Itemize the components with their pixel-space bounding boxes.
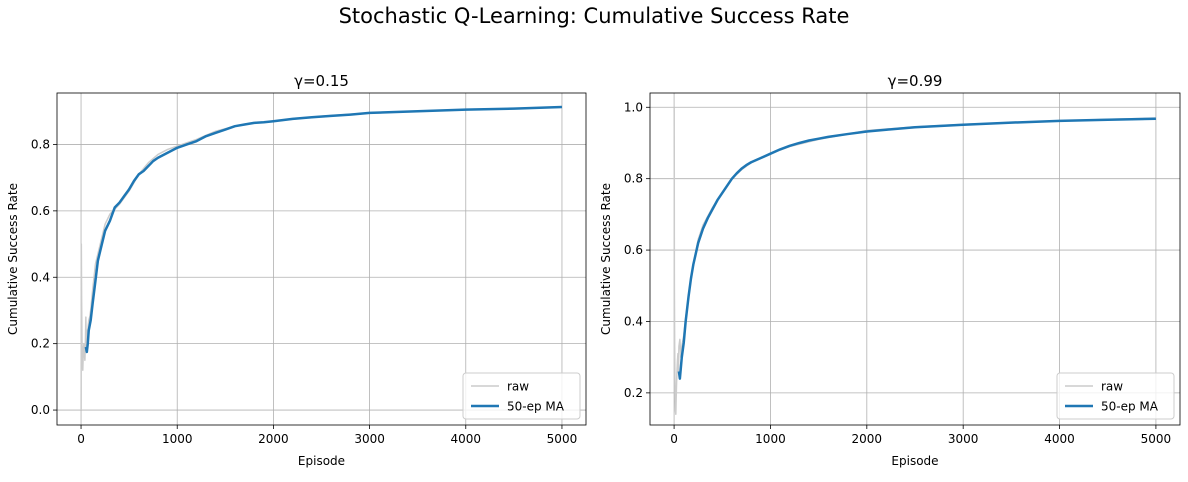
y-axis-label: Cumulative Success Rate (599, 183, 613, 335)
figure-title: Stochastic Q-Learning: Cumulative Succes… (338, 4, 850, 28)
plot-area (57, 93, 586, 425)
y-tick-label: 0.0 (31, 403, 50, 417)
x-tick-label: 4000 (1044, 432, 1075, 446)
x-tick-label: 4000 (450, 432, 481, 446)
y-tick-label: 0.8 (624, 172, 643, 186)
x-tick-label: 5000 (1141, 432, 1172, 446)
axes-frame (649, 92, 1181, 426)
y-tick-label: 0.2 (624, 386, 643, 400)
x-tick-label: 2000 (258, 432, 289, 446)
legend-box (1056, 372, 1175, 420)
plot-area (650, 93, 1180, 425)
legend: raw 50-ep MA (1056, 372, 1175, 420)
x-tick-label: 0 (670, 432, 678, 446)
y-tick-label: 1.0 (624, 100, 643, 114)
subplot-title: γ=0.99 (888, 72, 943, 90)
legend: raw 50-ep MA (462, 372, 581, 420)
x-tick-label: 1000 (755, 432, 786, 446)
y-tick-label: 0.2 (31, 337, 50, 351)
x-tick-label: 3000 (948, 432, 979, 446)
series-line-ma (84, 105, 562, 354)
legend-label: raw (507, 380, 529, 394)
x-tick-label: 3000 (354, 432, 385, 446)
x-axis-label: Episode (891, 454, 938, 468)
subplot-2: 0 1000 2000 3000 4000 5000 0.2 0.4 0.6 0.8 1.0 γ=0.… (599, 72, 1181, 468)
legend-label: raw (1101, 380, 1123, 394)
x-tick-label: 1000 (162, 432, 193, 446)
x-tick-label: 5000 (547, 432, 578, 446)
x-axis-label: Episode (298, 454, 345, 468)
y-tick-label: 0.8 (31, 137, 50, 151)
y-tick-label: 0.4 (31, 270, 50, 284)
legend-box (462, 372, 581, 420)
legend-label: 50-ep MA (1101, 400, 1159, 414)
axes-frame (56, 92, 587, 426)
y-axis-label: Cumulative Success Rate (6, 183, 20, 335)
legend-label: 50-ep MA (507, 400, 565, 414)
y-tick-label: 0.6 (624, 243, 643, 257)
subplot-title: γ=0.15 (294, 72, 349, 90)
y-tick-label: 0.6 (31, 204, 50, 218)
subplot-1: 0 1000 2000 3000 4000 5000 0.0 0.2 0.4 0.6 0.8 γ=0.… (6, 72, 587, 468)
y-tick-label: 0.4 (624, 314, 643, 328)
x-tick-label: 2000 (852, 432, 883, 446)
x-tick-label: 0 (77, 432, 85, 446)
series-line-ma (677, 117, 1156, 380)
